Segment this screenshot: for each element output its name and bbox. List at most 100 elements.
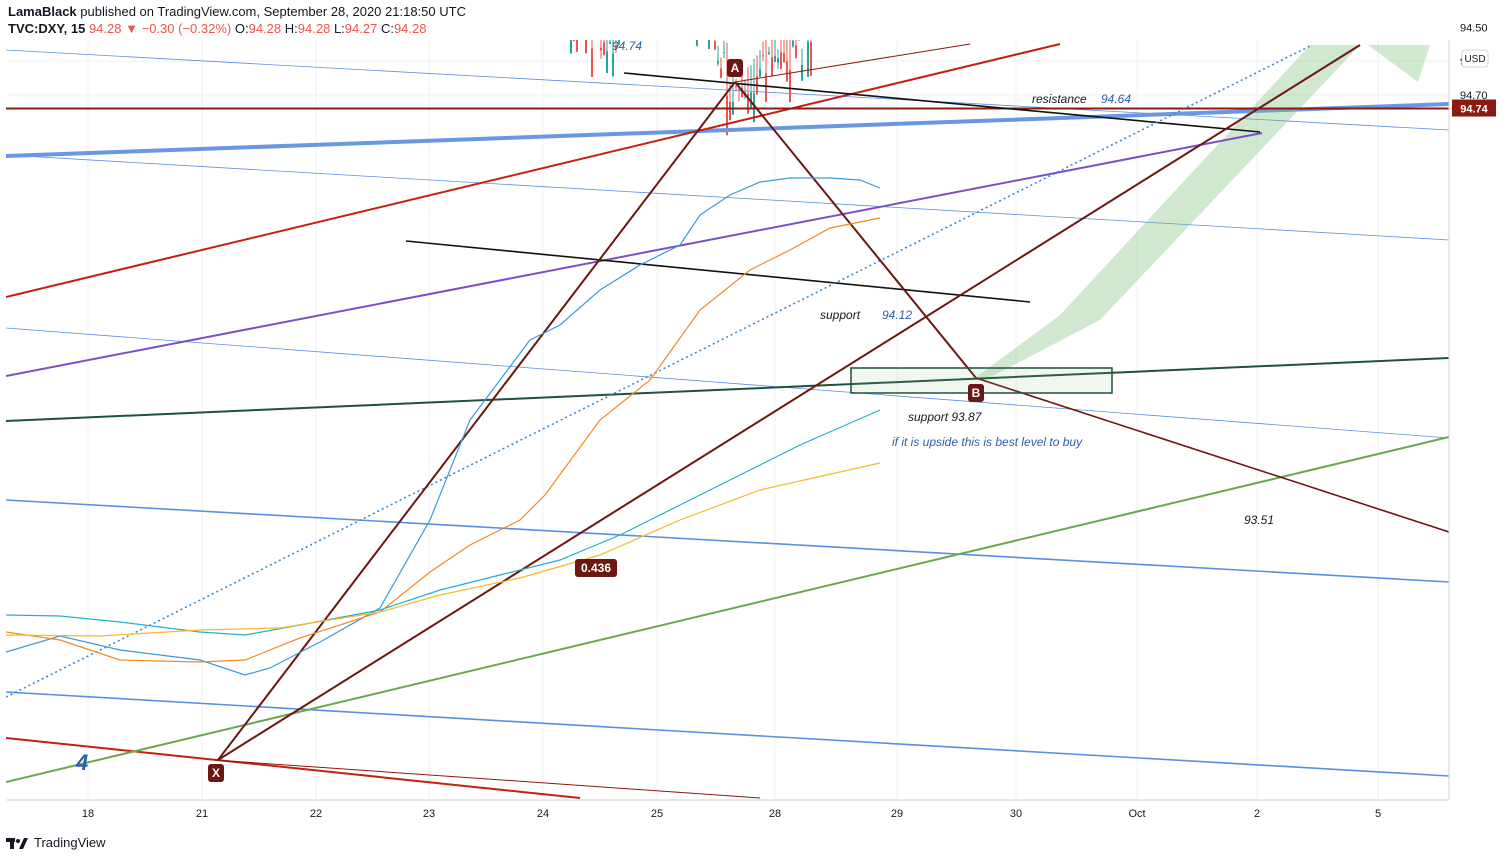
candle-body (747, 93, 749, 114)
channel-line-blue-1 (6, 499, 1449, 583)
high-value: 94.28 (297, 21, 331, 36)
label-support: support (820, 308, 861, 322)
dark-green-trendline (6, 357, 1449, 422)
candle-body (603, 42, 605, 56)
green-arrow-head (1368, 45, 1430, 82)
label-support-b: support 93.87 (908, 410, 983, 424)
candle-body (612, 53, 614, 77)
candle-body (780, 52, 782, 70)
label-top-value: 94.74 (612, 39, 642, 53)
candle-body (627, 0, 629, 13)
candles (537, 0, 881, 136)
candle-body (537, 0, 539, 23)
candle-body (810, 42, 812, 76)
time-tick-label: 22 (310, 808, 322, 820)
candle-body (798, 40, 800, 41)
currency-label: USD (1464, 54, 1485, 65)
candle-body (546, 0, 548, 32)
candle-body (579, 18, 581, 38)
candle-body (702, 12, 704, 27)
thin-brown-line-lower (214, 759, 761, 799)
candle-body (540, 0, 542, 11)
close-label: C: (380, 21, 394, 36)
price-label: 94.74 (1460, 104, 1488, 116)
candle-body (795, 45, 797, 59)
time-tick-label: Oct (1128, 808, 1145, 820)
publish-info: published on TradingView.com, September … (80, 4, 466, 19)
point-a-badge: A (731, 61, 740, 75)
candle-body (726, 95, 728, 136)
point-b-badge-bg (968, 384, 984, 402)
candle-body (639, 0, 641, 7)
label-note: if it is upside this is best level to bu… (892, 435, 1083, 449)
channel-line-mid (6, 154, 1449, 241)
tradingview-brand[interactable]: TradingView (34, 835, 106, 850)
candle-body (765, 73, 767, 102)
candle-body (696, 40, 698, 47)
chart-grid (6, 40, 1449, 800)
author-name[interactable]: LamaBlack (8, 4, 77, 19)
candle-body (771, 57, 773, 77)
price-tick-label: 94.70 (1460, 90, 1488, 102)
candle-body (615, 46, 617, 50)
candle-body (561, 5, 563, 38)
candle-body (774, 55, 776, 62)
ab-leg (734, 81, 977, 379)
candle-body (741, 87, 743, 98)
symbol-name[interactable]: TVC:DXY, 15 (8, 21, 86, 36)
point-x-badge-bg (208, 764, 224, 782)
candle-body (606, 51, 608, 74)
dotted-blue-trendline (6, 44, 1313, 698)
candle-body (567, 8, 569, 27)
currency-box (1461, 49, 1489, 68)
candle-body (576, 40, 578, 52)
time-tick-label: 18 (82, 808, 94, 820)
candle-body (792, 40, 794, 47)
channel-line-top (6, 49, 1449, 131)
support-line (405, 240, 1031, 303)
candle-body (636, 0, 638, 32)
channel-line-lower (6, 327, 1449, 439)
low-value: 94.27 (344, 21, 378, 36)
label-resistance: resistance (1032, 92, 1087, 106)
green-projection-area (975, 45, 1360, 380)
candle-body (633, 0, 635, 7)
xa-leg (217, 81, 736, 761)
candle-body (570, 40, 572, 54)
candle-body (666, 0, 668, 9)
candle-body (777, 58, 779, 63)
candle-body (708, 40, 710, 49)
candle-body (651, 0, 653, 13)
ma-orange (6, 217, 881, 663)
candle-body (879, 0, 881, 3)
candle-body (624, 9, 626, 31)
red-trendline-lower (6, 737, 581, 799)
time-tick-label: 28 (769, 808, 781, 820)
candle-body (783, 53, 785, 63)
candle-body (564, 0, 566, 4)
price-change: −0.30 (−0.32%) (141, 21, 232, 36)
candle-body (621, 4, 623, 6)
b-projection (975, 377, 1449, 533)
thick-blue-trendline (6, 102, 1449, 158)
candle-body (786, 61, 788, 82)
point-x-badge: X (212, 766, 220, 780)
candle-body (693, 0, 695, 11)
label-target: 93.51 (1244, 513, 1274, 527)
label-support-value: 94.12 (882, 308, 912, 322)
candle-body (585, 40, 587, 54)
candle-body (768, 52, 770, 55)
candle-body (594, 27, 596, 30)
resistance-line (623, 72, 1261, 133)
label-wave: 4 (75, 750, 88, 775)
tradingview-logo-icon (6, 837, 28, 849)
symbol-line: TVC:DXY, 15 94.28 ▼ −0.30 (−0.32%) O:94.… (8, 21, 427, 36)
point-a-badge-bg (727, 59, 743, 77)
time-tick-label: 29 (891, 808, 903, 820)
candle-body (600, 47, 602, 51)
candle-body (723, 52, 725, 54)
candle-body (573, 40, 575, 42)
candle-body (705, 14, 707, 20)
time-tick-label: 30 (1010, 808, 1022, 820)
